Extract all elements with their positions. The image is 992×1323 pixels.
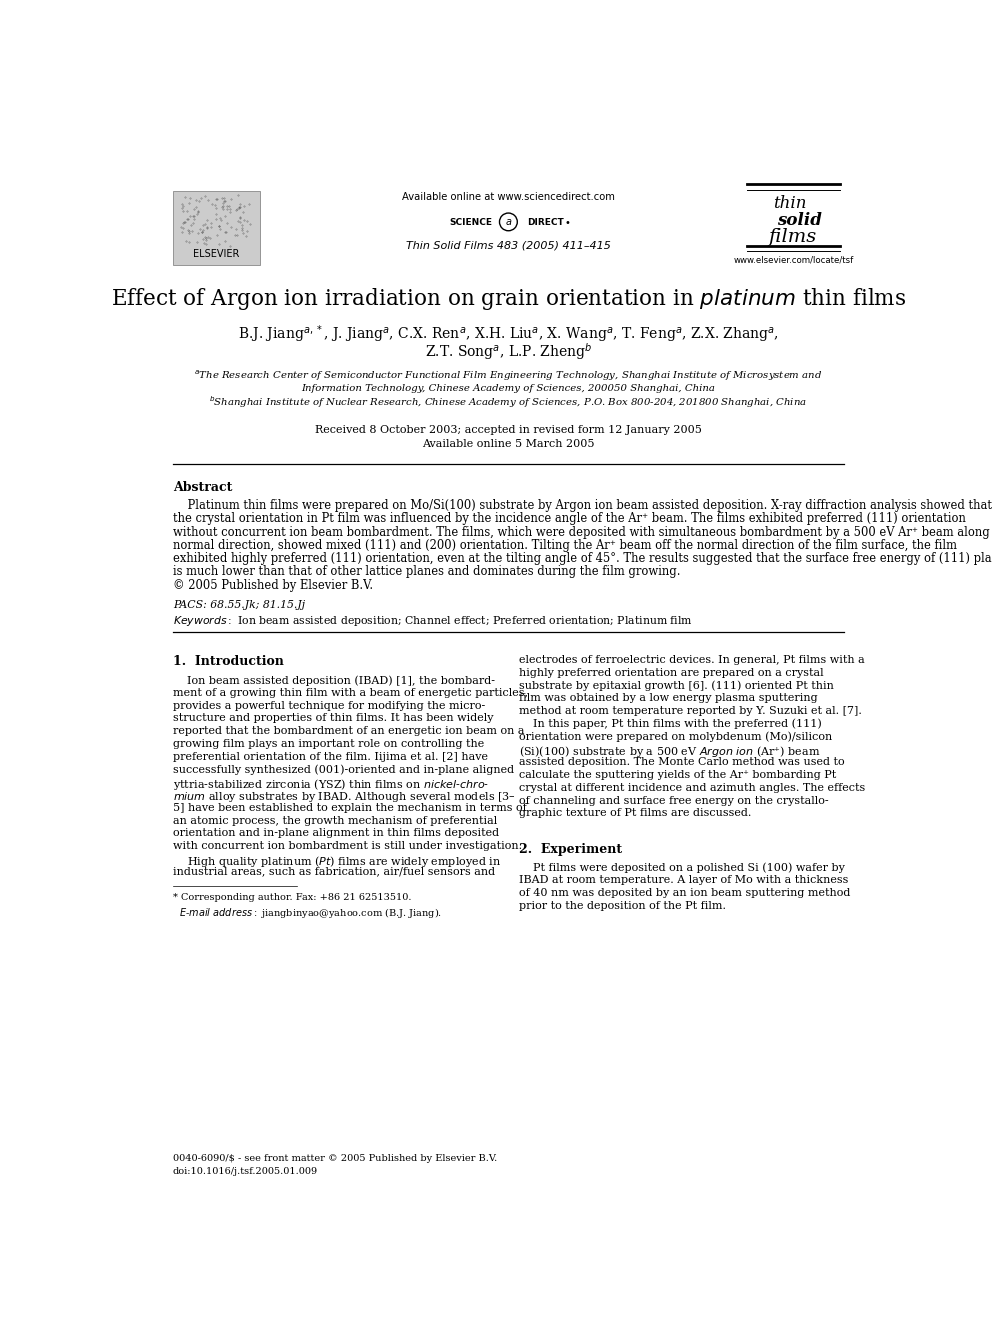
Text: $\it{Keywords:}$ Ion beam assisted deposition; Channel effect; Preferred orienta: $\it{Keywords:}$ Ion beam assisted depos…: [173, 614, 692, 628]
Text: 5] have been established to explain the mechanism in terms of: 5] have been established to explain the …: [173, 803, 527, 812]
Text: reported that the bombardment of an energetic ion beam on a: reported that the bombardment of an ener…: [173, 726, 525, 736]
Text: yttria-stabilized zirconia (YSZ) thin films on $\it{nickel}$-$\it{chro}$-: yttria-stabilized zirconia (YSZ) thin fi…: [173, 777, 489, 792]
Text: orientation were prepared on molybdenum (Mo)/silicon: orientation were prepared on molybdenum …: [519, 732, 832, 742]
Text: In this paper, Pt thin films with the preferred (111): In this paper, Pt thin films with the pr…: [519, 718, 822, 729]
Text: prior to the deposition of the Pt film.: prior to the deposition of the Pt film.: [519, 901, 726, 912]
Text: orientation and in-plane alignment in thin films deposited: orientation and in-plane alignment in th…: [173, 828, 499, 839]
Text: Pt films were deposited on a polished Si (100) wafer by: Pt films were deposited on a polished Si…: [519, 863, 845, 873]
Text: method at room temperature reported by Y. Suzuki et al. [7].: method at room temperature reported by Y…: [519, 706, 862, 716]
Text: (Si)(100) substrate by a 500 eV $\it{Argon\ ion}$ (Ar⁺) beam: (Si)(100) substrate by a 500 eV $\it{Arg…: [519, 745, 820, 759]
Text: highly preferred orientation are prepared on a crystal: highly preferred orientation are prepare…: [519, 668, 824, 677]
Text: substrate by epitaxial growth [6]. (111) oriented Pt thin: substrate by epitaxial growth [6]. (111)…: [519, 680, 834, 691]
Text: ELSEVIER: ELSEVIER: [193, 249, 239, 259]
Text: film was obtained by a low energy plasma sputtering: film was obtained by a low energy plasma…: [519, 693, 817, 704]
Text: crystal at different incidence and azimuth angles. The effects: crystal at different incidence and azimu…: [519, 783, 865, 792]
Text: of 40 nm was deposited by an ion beam sputtering method: of 40 nm was deposited by an ion beam sp…: [519, 888, 850, 898]
Text: doi:10.1016/j.tsf.2005.01.009: doi:10.1016/j.tsf.2005.01.009: [173, 1167, 318, 1176]
Text: $\it{mium}$ alloy substrates by IBAD. Although several models [3–: $\it{mium}$ alloy substrates by IBAD. Al…: [173, 790, 516, 804]
Text: Effect of Argon ion irradiation on grain orientation in $\mathit{platinum}$ thin: Effect of Argon ion irradiation on grain…: [111, 286, 906, 312]
Text: normal direction, showed mixed (111) and (200) orientation. Tilting the Ar⁺ beam: normal direction, showed mixed (111) and…: [173, 538, 957, 552]
Text: Available online at www.sciencedirect.com: Available online at www.sciencedirect.co…: [402, 192, 615, 202]
Text: © 2005 Published by Elsevier B.V.: © 2005 Published by Elsevier B.V.: [173, 578, 373, 591]
Text: industrial areas, such as fabrication, air/fuel sensors and: industrial areas, such as fabrication, a…: [173, 867, 495, 877]
Text: B.J. Jiang$^{a,*}$, J. Jiang$^{a}$, C.X. Ren$^{a}$, X.H. Liu$^{a}$, X. Wang$^{a}: B.J. Jiang$^{a,*}$, J. Jiang$^{a}$, C.X.…: [238, 324, 779, 345]
Bar: [173, 191, 260, 265]
Text: •: •: [564, 218, 570, 228]
Text: PACS: 68.55.Jk; 81.15.Jj: PACS: 68.55.Jk; 81.15.Jj: [173, 599, 305, 610]
Text: Received 8 October 2003; accepted in revised form 12 January 2005: Received 8 October 2003; accepted in rev…: [315, 425, 701, 435]
Text: graphic texture of Pt films are discussed.: graphic texture of Pt films are discusse…: [519, 808, 752, 819]
Text: exhibited highly preferred (111) orientation, even at the tilting angle of 45°. : exhibited highly preferred (111) orienta…: [173, 552, 992, 565]
Text: structure and properties of thin films. It has been widely: structure and properties of thin films. …: [173, 713, 493, 724]
Text: $\it{E}$-$\it{mail\ address:}$ jiangbinyao@yahoo.com (B.J. Jiang).: $\it{E}$-$\it{mail\ address:}$ jiangbiny…: [173, 906, 441, 921]
Text: provides a powerful technique for modifying the micro-: provides a powerful technique for modify…: [173, 701, 485, 710]
Text: $^{b}$Shanghai Institute of Nuclear Research, Chinese Academy of Sciences, P.O. : $^{b}$Shanghai Institute of Nuclear Rese…: [209, 394, 807, 410]
Text: Abstract: Abstract: [173, 480, 232, 493]
Text: assisted deposition. The Monte Carlo method was used to: assisted deposition. The Monte Carlo met…: [519, 757, 845, 767]
Text: a: a: [505, 217, 512, 228]
Text: growing film plays an important role on controlling the: growing film plays an important role on …: [173, 738, 484, 749]
Text: an atomic process, the growth mechanism of preferential: an atomic process, the growth mechanism …: [173, 815, 497, 826]
Text: preferential orientation of the film. Iijima et al. [2] have: preferential orientation of the film. Ii…: [173, 751, 488, 762]
Text: successfully synthesized (001)-oriented and in-plane aligned: successfully synthesized (001)-oriented …: [173, 765, 514, 775]
Text: ment of a growing thin film with a beam of energetic particles,: ment of a growing thin film with a beam …: [173, 688, 528, 697]
Text: Platinum thin films were prepared on Mo/Si(100) substrate by Argon ion beam assi: Platinum thin films were prepared on Mo/…: [173, 499, 992, 512]
Text: calculate the sputtering yields of the Ar⁺ bombarding Pt: calculate the sputtering yields of the A…: [519, 770, 836, 781]
Text: www.elsevier.com/locate/tsf: www.elsevier.com/locate/tsf: [733, 255, 854, 265]
Text: IBAD at room temperature. A layer of Mo with a thickness: IBAD at room temperature. A layer of Mo …: [519, 876, 848, 885]
Text: electrodes of ferroelectric devices. In general, Pt films with a: electrodes of ferroelectric devices. In …: [519, 655, 865, 665]
Text: without concurrent ion beam bombardment. The films, which were deposited with si: without concurrent ion beam bombardment.…: [173, 525, 990, 538]
Text: Information Technology, Chinese Academy of Sciences, 200050 Shanghai, China: Information Technology, Chinese Academy …: [302, 385, 715, 393]
Text: SCIENCE: SCIENCE: [449, 218, 493, 228]
Text: Thin Solid Films 483 (2005) 411–415: Thin Solid Films 483 (2005) 411–415: [406, 239, 611, 250]
Text: Ion beam assisted deposition (IBAD) [1], the bombard-: Ion beam assisted deposition (IBAD) [1],…: [173, 675, 495, 685]
Text: Z.T. Song$^{a}$, L.P. Zheng$^{b}$: Z.T. Song$^{a}$, L.P. Zheng$^{b}$: [425, 341, 592, 361]
Text: with concurrent ion bombardment is still under investigation.: with concurrent ion bombardment is still…: [173, 841, 522, 851]
Text: films: films: [768, 229, 816, 246]
Text: DIRECT: DIRECT: [527, 218, 564, 228]
Text: Available online 5 March 2005: Available online 5 March 2005: [423, 439, 594, 448]
Text: * Corresponding author. Fax: +86 21 62513510.: * Corresponding author. Fax: +86 21 6251…: [173, 893, 412, 902]
Text: the crystal orientation in Pt film was influenced by the incidence angle of the : the crystal orientation in Pt film was i…: [173, 512, 965, 525]
Text: solid: solid: [778, 212, 822, 229]
Text: 2.  Experiment: 2. Experiment: [519, 843, 622, 856]
Text: 0040-6090/$ - see front matter © 2005 Published by Elsevier B.V.: 0040-6090/$ - see front matter © 2005 Pu…: [173, 1155, 497, 1163]
Text: thin: thin: [773, 194, 806, 212]
Text: of channeling and surface free energy on the crystallo-: of channeling and surface free energy on…: [519, 795, 829, 806]
Text: 1.  Introduction: 1. Introduction: [173, 655, 284, 668]
Text: $^{a}$The Research Center of Semiconductor Functional Film Engineering Technolog: $^{a}$The Research Center of Semiconduct…: [194, 369, 822, 384]
Text: High quality platinum ($\it{Pt}$) films are widely employed in: High quality platinum ($\it{Pt}$) films …: [173, 853, 501, 869]
Text: is much lower than that of other lattice planes and dominates during the film gr: is much lower than that of other lattice…: [173, 565, 681, 578]
